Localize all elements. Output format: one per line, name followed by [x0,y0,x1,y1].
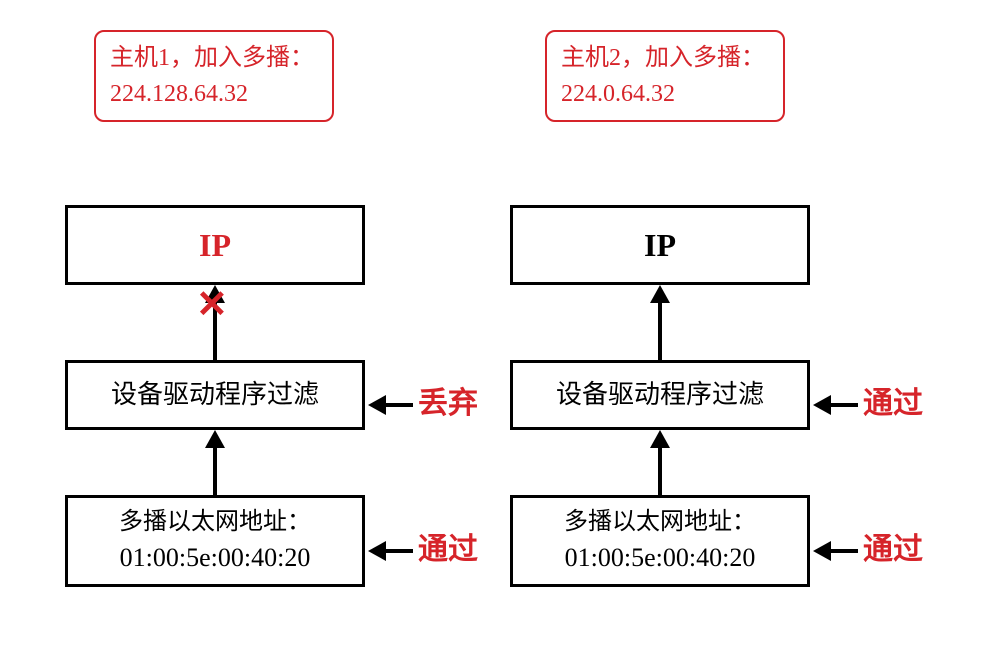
left-driver-label: 设备驱动程序过滤 [111,377,319,413]
right-ip-box: IP [510,205,810,285]
host2-line1: 主机2，加入多播： [561,40,769,76]
left-driver-box: 设备驱动程序过滤 [65,360,365,430]
right-mac-box: 多播以太网地址： 01:00:5e:00:40:20 [510,495,810,587]
left-driver-result-label: 丢弃 [418,378,478,422]
left-ip-label: IP [199,223,231,268]
left-arrow-mac-to-driver [205,430,225,495]
host2-line2: 224.0.64.32 [561,76,769,112]
right-mac-result-arrow [813,541,858,561]
right-arrow-driver-to-ip [650,285,670,360]
left-mac-box: 多播以太网地址： 01:00:5e:00:40:20 [65,495,365,587]
left-mac-title: 多播以太网地址： [119,506,311,540]
right-driver-result-arrow [813,395,858,415]
right-mac-value: 01:00:5e:00:40:20 [565,540,756,576]
right-arrow-mac-to-driver [650,430,670,495]
host1-line2: 224.128.64.32 [110,76,318,112]
left-mac-value: 01:00:5e:00:40:20 [120,540,311,576]
left-mac-result-arrow [368,541,413,561]
left-driver-result-arrow [368,395,413,415]
left-mac-result-label: 通过 [418,524,478,568]
right-driver-box: 设备驱动程序过滤 [510,360,810,430]
right-driver-result-label: 通过 [863,378,923,422]
left-block-x-icon: ✕ [196,286,228,324]
host1-box: 主机1，加入多播： 224.128.64.32 [94,30,334,122]
right-mac-title: 多播以太网地址： [564,506,756,540]
host1-line1: 主机1，加入多播： [110,40,318,76]
right-driver-label: 设备驱动程序过滤 [556,377,764,413]
left-ip-box: IP [65,205,365,285]
right-ip-label: IP [644,223,676,268]
right-mac-result-label: 通过 [863,524,923,568]
host2-box: 主机2，加入多播： 224.0.64.32 [545,30,785,122]
